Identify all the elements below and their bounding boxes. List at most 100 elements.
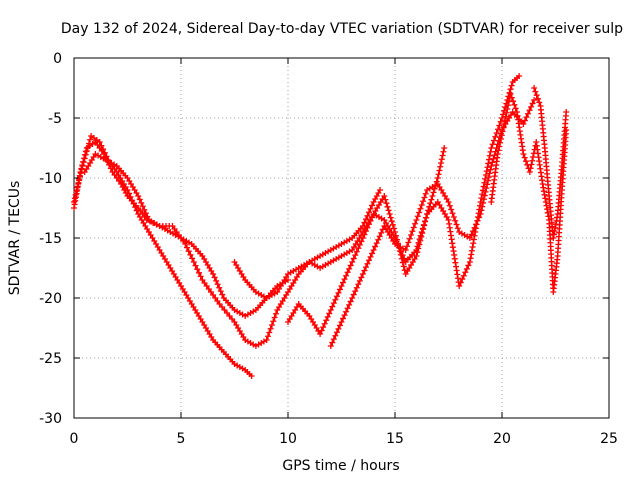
data-point <box>358 238 365 245</box>
data-point <box>404 243 411 250</box>
data-point <box>216 284 223 291</box>
data-point <box>389 221 396 228</box>
data-point <box>100 146 107 153</box>
data-point <box>85 140 92 147</box>
data-point <box>563 109 570 115</box>
data-point <box>361 267 368 274</box>
data-point <box>487 166 494 173</box>
data-point <box>482 188 489 195</box>
data-point <box>467 255 474 262</box>
data-point <box>409 228 416 235</box>
data-point <box>327 343 334 349</box>
data-point <box>80 159 87 166</box>
data-point <box>367 253 374 260</box>
y-tick-label: -20 <box>39 291 62 307</box>
data-point <box>72 191 79 198</box>
y-tick-label: -30 <box>39 411 62 427</box>
sat-track-2 <box>71 133 255 379</box>
data-point <box>338 319 345 325</box>
data-point <box>138 199 145 206</box>
data-point <box>132 204 139 211</box>
data-point <box>466 235 473 241</box>
data-point <box>452 217 459 224</box>
data-point <box>485 177 492 184</box>
data-point <box>479 203 486 210</box>
y-tick-labels: 0 -5 -10 -15 -20 -25 -30 <box>39 51 62 427</box>
data-point <box>497 118 504 125</box>
data-point <box>139 203 146 210</box>
data-point <box>421 194 428 201</box>
data-point <box>423 214 430 221</box>
data-point <box>400 263 407 270</box>
data-point <box>264 333 271 340</box>
data-point <box>323 317 330 324</box>
data-point <box>454 225 461 232</box>
data-point <box>503 109 510 116</box>
data-point <box>469 228 476 235</box>
data-point <box>79 163 86 169</box>
data-point <box>398 255 405 262</box>
data-point <box>495 147 502 154</box>
data-point <box>536 99 543 106</box>
data-point <box>533 92 540 99</box>
data-point <box>267 325 274 332</box>
data-point <box>83 148 90 154</box>
data-point <box>484 181 491 188</box>
data-point <box>520 151 527 157</box>
data-point <box>142 210 149 217</box>
data-point <box>498 132 505 139</box>
data-point <box>81 155 88 162</box>
data-point <box>487 148 494 155</box>
data-point <box>501 117 508 124</box>
data-point <box>417 237 424 244</box>
data-point <box>470 236 477 243</box>
data-point <box>476 214 483 221</box>
sat-track-5 <box>285 73 523 337</box>
data-point <box>413 217 420 223</box>
data-point <box>133 207 140 214</box>
data-point <box>516 73 523 79</box>
data-point <box>529 100 536 107</box>
data-point <box>462 269 469 276</box>
data-point <box>124 187 131 193</box>
data-point <box>410 224 417 231</box>
data-point <box>347 262 354 269</box>
data-point <box>430 189 437 196</box>
data-point <box>463 265 470 272</box>
data-point <box>499 128 506 135</box>
data-point <box>364 260 371 267</box>
data-point <box>270 318 277 325</box>
data-point <box>332 332 339 339</box>
data-point <box>352 252 359 259</box>
data-point <box>497 139 504 146</box>
sat-track-6 <box>327 97 538 349</box>
y-tick-label: -10 <box>39 171 62 187</box>
data-point <box>419 230 426 237</box>
x-tick-label: 5 <box>177 431 186 447</box>
data-point <box>393 236 400 243</box>
data-point <box>485 174 492 181</box>
series-line <box>234 147 445 299</box>
data-point <box>392 232 399 239</box>
x-tick-label: 25 <box>600 431 618 447</box>
data-point <box>481 192 488 199</box>
data-point <box>71 195 78 202</box>
data-point <box>421 222 428 229</box>
data-point <box>449 210 456 217</box>
data-point <box>522 158 529 165</box>
data-point <box>488 145 495 151</box>
data-point <box>417 205 424 212</box>
data-point <box>369 214 376 221</box>
data-point <box>359 271 366 277</box>
data-point <box>341 276 348 283</box>
data-point <box>96 139 103 145</box>
data-point <box>488 163 495 169</box>
data-point <box>74 184 81 191</box>
data-point <box>335 325 342 332</box>
data-point <box>418 233 425 240</box>
data-point <box>416 209 423 216</box>
data-point <box>213 277 220 284</box>
data-point <box>456 283 463 289</box>
data-point <box>494 126 501 133</box>
axis-ticks <box>73 57 610 419</box>
